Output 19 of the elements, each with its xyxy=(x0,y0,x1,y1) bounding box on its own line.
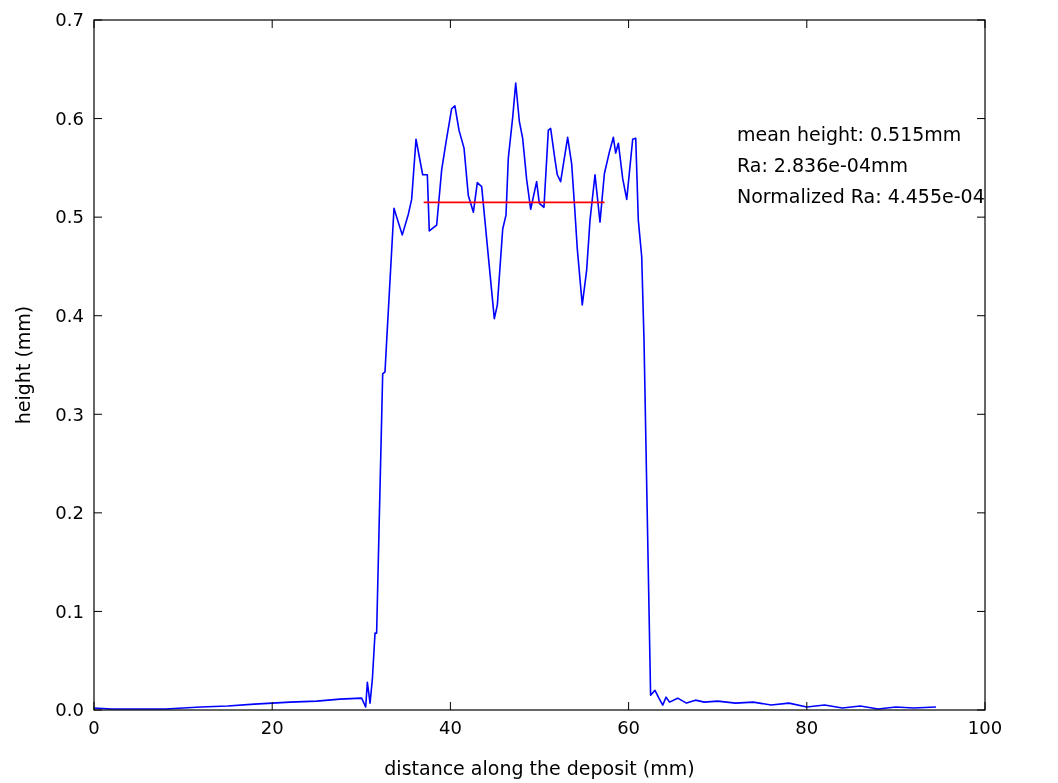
x-tick-label: 0 xyxy=(88,717,100,738)
y-tick-label: 0.3 xyxy=(55,403,84,425)
x-tick-label: 100 xyxy=(967,717,1003,738)
y-tick-label: 0.5 xyxy=(55,206,84,228)
y-tick-label: 0.4 xyxy=(55,305,84,327)
y-tick-label: 0.6 xyxy=(55,107,84,129)
y-tick-label: 0.0 xyxy=(55,699,84,721)
annotation: Normalized Ra: 4.455e-04 xyxy=(737,185,985,207)
annotation: Ra: 2.836e-04mm xyxy=(737,154,908,176)
annotation: mean height: 0.515mm xyxy=(737,123,962,145)
x-tick-label: 80 xyxy=(795,717,819,738)
y-tick-label: 0.2 xyxy=(55,502,84,524)
y-tick-label: 0.1 xyxy=(55,600,84,622)
y-tick-label: 0.7 xyxy=(55,9,84,31)
x-axis-title: distance along the deposit (mm) xyxy=(384,757,695,779)
x-tick-label: 60 xyxy=(617,717,641,738)
x-tick-label: 40 xyxy=(438,717,462,738)
y-axis-title: height (mm) xyxy=(12,305,34,425)
x-tick-label: 20 xyxy=(260,717,284,738)
